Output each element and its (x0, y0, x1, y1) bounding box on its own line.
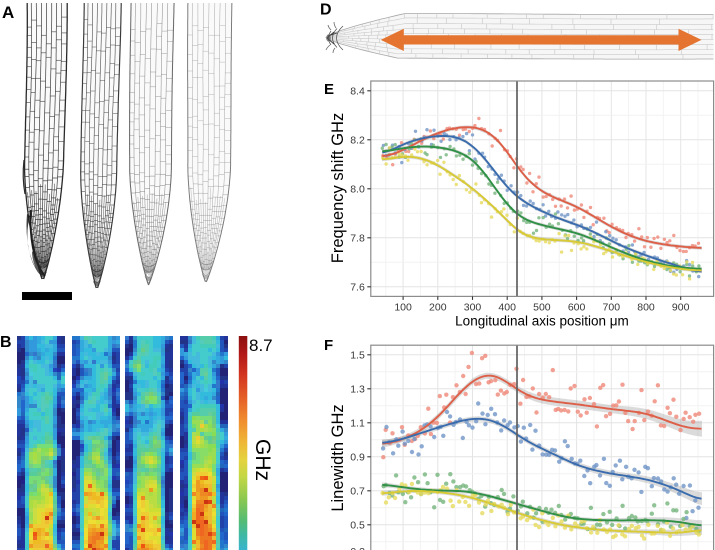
svg-text:800: 800 (637, 301, 655, 313)
svg-text:300: 300 (464, 301, 482, 313)
svg-text:7.6: 7.6 (350, 281, 365, 293)
svg-text:8.2: 8.2 (350, 134, 365, 146)
svg-text:500: 500 (533, 301, 551, 313)
svg-text:400: 400 (498, 301, 516, 313)
svg-text:600: 600 (568, 301, 586, 313)
svg-text:1.3: 1.3 (350, 383, 365, 395)
svg-text:0.7: 0.7 (350, 485, 365, 497)
svg-text:1.1: 1.1 (350, 417, 365, 429)
svg-text:700: 700 (603, 301, 621, 313)
svg-text:D: D (320, 2, 332, 19)
svg-text:200: 200 (429, 301, 447, 313)
svg-text:GHz: GHz (251, 439, 274, 481)
svg-text:Longitudinal axis position μm: Longitudinal axis position μm (455, 313, 629, 328)
svg-text:8.0: 8.0 (350, 183, 365, 195)
svg-text:100: 100 (394, 301, 412, 313)
svg-text:8.7: 8.7 (249, 336, 273, 355)
svg-text:Frequency shift GHz: Frequency shift GHz (329, 113, 347, 263)
svg-text:0.3: 0.3 (350, 546, 365, 550)
svg-text:E: E (324, 81, 334, 98)
svg-text:F: F (324, 337, 333, 354)
svg-text:A: A (2, 3, 14, 22)
svg-text:8.4: 8.4 (350, 85, 365, 97)
svg-text:900: 900 (672, 301, 690, 313)
svg-text:1.5: 1.5 (350, 349, 365, 361)
svg-text:0.5: 0.5 (350, 519, 365, 531)
svg-text:0.9: 0.9 (350, 451, 365, 463)
svg-text:Linewidth GHz: Linewidth GHz (329, 404, 347, 511)
svg-text:B: B (0, 334, 12, 351)
svg-text:7.8: 7.8 (350, 232, 365, 244)
